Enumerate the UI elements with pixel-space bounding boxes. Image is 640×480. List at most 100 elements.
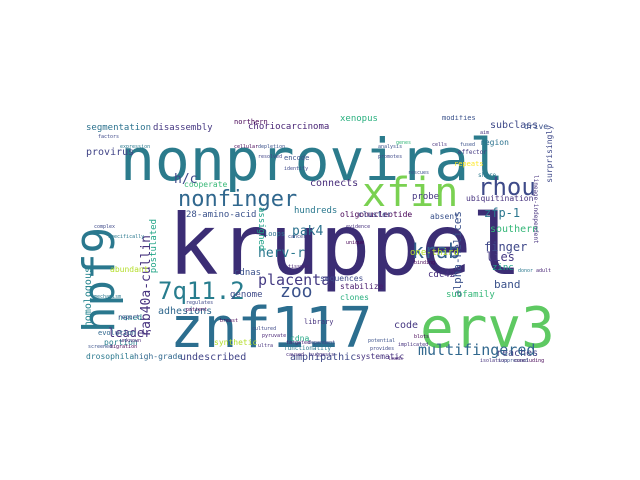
word-ultra: ultra	[258, 343, 274, 349]
word-mechanism: mechanism	[94, 294, 122, 300]
word-suppressed: suppressed	[498, 358, 529, 364]
word-promotes: promotes	[378, 154, 403, 160]
word-patient: patient	[186, 307, 208, 313]
word-segmentation: segmentation	[86, 123, 152, 133]
word-surprisingly: surprisingly	[545, 125, 554, 183]
word-effector: effector	[458, 149, 487, 156]
word-xfin: xfin	[362, 170, 459, 216]
word-assigned: assigned	[256, 207, 266, 251]
word-potential: potential	[368, 338, 396, 344]
word-znf117: znf117	[170, 296, 373, 361]
word-genes: genes	[396, 140, 412, 146]
word-zinc: zinc	[492, 263, 514, 273]
word-suggests: suggests	[310, 352, 335, 358]
word-28-amino-acid: 28-amino-acid	[186, 210, 257, 220]
word-synthetic: synthetic	[214, 338, 258, 347]
word-homologous: homologous	[83, 267, 94, 328]
word-finger: finger	[484, 240, 528, 254]
word-unique: unique	[346, 240, 365, 246]
word-reaches: reaches	[496, 348, 539, 359]
word-absent: absent	[430, 212, 459, 221]
word-oligonucleotide: oligonucleotide	[340, 210, 413, 219]
word-leads: leads	[388, 356, 404, 362]
word-implicated: implicated	[398, 342, 429, 348]
word-abundant: abundant	[110, 265, 149, 274]
word-provides: provides	[370, 346, 395, 352]
word-donor: donor	[518, 268, 534, 274]
word-h-c: h/c	[174, 172, 198, 187]
word-high-grade: high-grade	[134, 352, 183, 361]
word-library: library	[304, 318, 334, 326]
word-encode: encode	[284, 154, 310, 162]
word-undescribed: undescribed	[180, 352, 247, 363]
word-specifically: specifically	[108, 234, 145, 240]
word-subclass: subclass	[490, 120, 539, 131]
word-cellular: cellular	[234, 144, 259, 150]
word-migration: migration	[110, 344, 138, 350]
word-xenopus: xenopus	[340, 115, 378, 124]
word-kruppel: kruppel	[168, 196, 523, 294]
word-evolution: evolution	[98, 329, 136, 337]
word-complex: complex	[94, 224, 116, 230]
word-share: share	[478, 172, 497, 179]
word-erv3: erv3	[420, 296, 555, 361]
word-factors: factors	[98, 134, 120, 140]
word-drosophila: drosophila	[86, 352, 135, 361]
word-amphipathic: amphipathic	[290, 352, 357, 363]
word-tissues: tissues	[288, 264, 310, 270]
word-cloud: kruppel nonproviral znf117 erv3 hpf9 xfi…	[80, 115, 560, 365]
word-identify: identify	[284, 166, 309, 172]
word-functionality: functionality	[284, 345, 331, 352]
word-one-third: one-third	[410, 248, 459, 258]
word-analysis: analysis	[378, 144, 403, 150]
word-subfamily: subfamily	[446, 290, 495, 300]
word-cooperate: cooperate	[184, 180, 228, 189]
word-cluster: cluster	[358, 210, 392, 219]
word-repeats: repeats	[454, 160, 484, 168]
word-cells: cells	[432, 142, 448, 148]
word-cdnas: cdnas	[234, 268, 262, 278]
word-unknown: unknown	[120, 338, 142, 344]
word-caused: caused	[286, 352, 305, 358]
word-named: named	[118, 313, 143, 322]
word-sequences: sequences	[320, 274, 364, 283]
word-pak4: pak4	[292, 224, 324, 239]
word-adhesions: adhesions	[158, 306, 213, 317]
word-binding: binding	[414, 260, 436, 266]
word-drive: drive	[524, 122, 549, 131]
word-isolation: isolation	[480, 358, 508, 364]
word-herv-r: herv-r	[258, 246, 305, 261]
word-leader: leader	[108, 326, 152, 340]
word-lies: lies	[486, 250, 515, 264]
word-zfp-1: zfp-1	[484, 206, 521, 220]
word-region: region	[480, 138, 509, 147]
word-7q11-2: 7q11.2	[158, 277, 245, 305]
word-loops: loops	[264, 230, 286, 238]
word-stabilize: stabilize	[340, 282, 384, 291]
word-nonfinger: nonfinger	[178, 187, 298, 212]
word-regulates: regulates	[186, 300, 214, 306]
word-disassembly: disassembly	[153, 123, 213, 133]
word-targeted: targeted	[286, 340, 311, 346]
word-choriocarcinoma: choriocarcinoma	[248, 122, 330, 132]
word-rescues: rescues	[408, 170, 430, 176]
word-ubiquitination: ubiquitination	[466, 194, 534, 203]
word-code: code	[394, 320, 419, 331]
word-northern: northern	[234, 118, 268, 126]
word-modifies: modifies	[442, 115, 476, 122]
word-lineage-independent: lineage-independent	[532, 175, 539, 244]
word-dependent: dependent	[308, 340, 336, 346]
word-nonproviral: nonproviral	[120, 126, 505, 194]
word-report: report	[118, 314, 140, 321]
word-krab: krab	[412, 239, 461, 263]
word-cdc42: cdc42	[428, 270, 456, 280]
word-genome: genome	[230, 290, 263, 300]
word-blots: blots	[414, 334, 430, 340]
word-rhou: rhou	[478, 173, 536, 201]
word-screened: screened	[88, 344, 113, 350]
word-breast: breast	[220, 318, 239, 324]
word-cdna: cdna	[290, 334, 310, 343]
word-adult: adult	[536, 268, 552, 274]
word-fused: fused	[460, 142, 476, 148]
word-concluding: concluding	[514, 358, 545, 364]
